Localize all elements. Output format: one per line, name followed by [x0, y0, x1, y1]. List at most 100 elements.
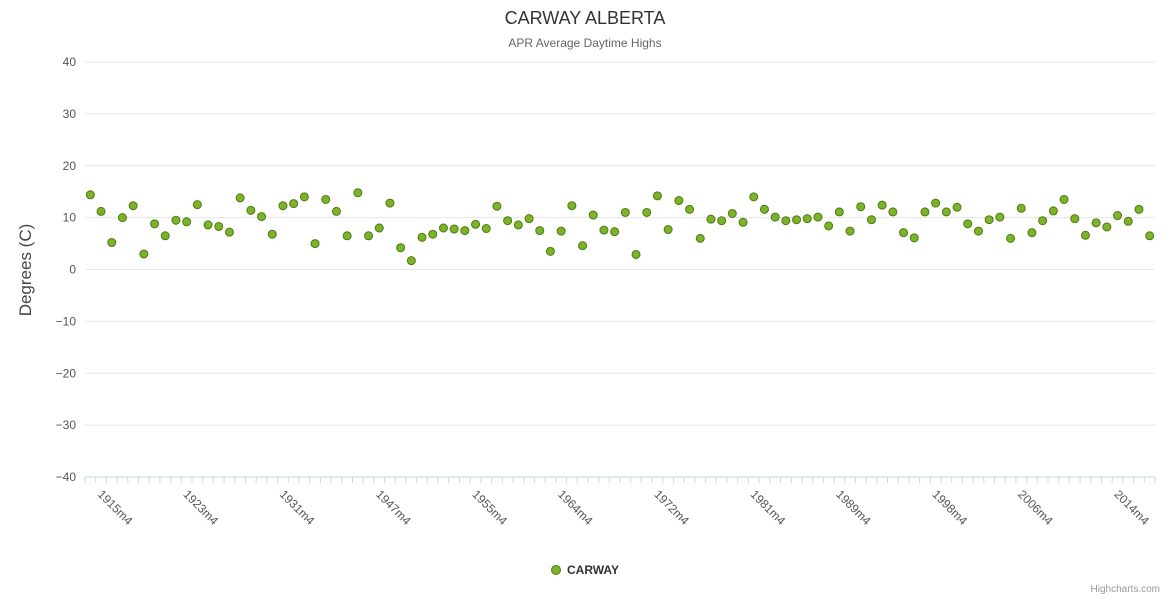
data-point[interactable]: [246, 205, 256, 215]
data-point[interactable]: [685, 204, 695, 214]
data-point[interactable]: [792, 215, 802, 225]
data-point[interactable]: [1134, 204, 1144, 214]
data-point[interactable]: [128, 201, 138, 211]
data-point[interactable]: [396, 243, 406, 253]
data-point[interactable]: [257, 212, 267, 222]
data-point[interactable]: [631, 249, 641, 259]
legend-item-carway[interactable]: CARWAY: [550, 563, 619, 577]
data-point[interactable]: [920, 207, 930, 217]
data-point[interactable]: [620, 207, 630, 217]
data-point[interactable]: [267, 229, 277, 239]
data-point[interactable]: [1070, 214, 1080, 224]
data-point[interactable]: [107, 238, 117, 248]
data-point[interactable]: [235, 193, 245, 203]
data-point[interactable]: [374, 223, 384, 233]
data-point[interactable]: [610, 227, 620, 237]
data-point[interactable]: [545, 246, 555, 256]
data-point[interactable]: [578, 241, 588, 251]
data-point[interactable]: [1145, 231, 1155, 241]
data-point[interactable]: [963, 219, 973, 229]
data-point[interactable]: [417, 232, 427, 242]
data-point[interactable]: [406, 256, 416, 266]
data-point[interactable]: [492, 201, 502, 211]
data-point[interactable]: [1048, 206, 1058, 216]
data-point[interactable]: [1027, 228, 1037, 238]
data-point[interactable]: [192, 200, 202, 210]
data-point[interactable]: [781, 216, 791, 226]
data-point[interactable]: [931, 198, 941, 208]
data-point[interactable]: [813, 212, 823, 222]
data-point[interactable]: [1091, 218, 1101, 228]
data-point[interactable]: [824, 221, 834, 231]
data-point[interactable]: [364, 231, 374, 241]
data-point[interactable]: [85, 190, 95, 200]
data-point[interactable]: [642, 207, 652, 217]
data-point[interactable]: [759, 204, 769, 214]
data-point[interactable]: [1006, 233, 1016, 243]
data-point[interactable]: [1123, 216, 1133, 226]
data-point[interactable]: [877, 200, 887, 210]
data-point[interactable]: [706, 214, 716, 224]
data-point[interactable]: [567, 201, 577, 211]
highcharts-credits-link[interactable]: Highcharts.com: [1090, 584, 1160, 595]
data-point[interactable]: [353, 188, 363, 198]
data-point[interactable]: [984, 215, 994, 225]
data-point[interactable]: [289, 199, 299, 209]
data-point[interactable]: [856, 202, 866, 212]
data-point[interactable]: [224, 227, 234, 237]
data-point[interactable]: [1113, 211, 1123, 221]
data-point[interactable]: [171, 215, 181, 225]
data-point[interactable]: [438, 223, 448, 233]
data-point[interactable]: [182, 217, 192, 227]
data-point[interactable]: [909, 233, 919, 243]
data-point[interactable]: [899, 228, 909, 238]
data-point[interactable]: [845, 226, 855, 236]
data-point[interactable]: [1080, 230, 1090, 240]
data-point[interactable]: [588, 210, 598, 220]
data-point[interactable]: [652, 191, 662, 201]
data-point[interactable]: [695, 233, 705, 243]
data-point[interactable]: [117, 213, 127, 223]
data-point[interactable]: [663, 225, 673, 235]
data-point[interactable]: [160, 231, 170, 241]
data-point[interactable]: [513, 220, 523, 230]
data-point[interactable]: [738, 217, 748, 227]
data-point[interactable]: [139, 249, 149, 259]
data-point[interactable]: [310, 239, 320, 249]
data-point[interactable]: [834, 207, 844, 217]
data-point[interactable]: [203, 220, 213, 230]
data-point[interactable]: [802, 214, 812, 224]
data-point[interactable]: [674, 196, 684, 206]
data-point[interactable]: [471, 219, 481, 229]
data-point[interactable]: [1102, 222, 1112, 232]
data-point[interactable]: [1016, 203, 1026, 213]
data-point[interactable]: [727, 208, 737, 218]
data-point[interactable]: [535, 226, 545, 236]
data-point[interactable]: [385, 198, 395, 208]
data-point[interactable]: [428, 229, 438, 239]
data-point[interactable]: [973, 226, 983, 236]
data-point[interactable]: [503, 216, 513, 226]
data-point[interactable]: [770, 212, 780, 222]
data-point[interactable]: [342, 231, 352, 241]
data-point[interactable]: [449, 224, 459, 234]
data-point[interactable]: [150, 219, 160, 229]
data-point[interactable]: [952, 202, 962, 212]
data-point[interactable]: [96, 206, 106, 216]
data-point[interactable]: [331, 206, 341, 216]
data-point[interactable]: [460, 226, 470, 236]
data-point[interactable]: [481, 224, 491, 234]
data-point[interactable]: [995, 212, 1005, 222]
data-point[interactable]: [214, 221, 224, 231]
data-point[interactable]: [278, 201, 288, 211]
data-point[interactable]: [321, 194, 331, 204]
data-point[interactable]: [1059, 194, 1069, 204]
data-point[interactable]: [599, 225, 609, 235]
data-point[interactable]: [866, 215, 876, 225]
data-point[interactable]: [299, 192, 309, 202]
data-point[interactable]: [556, 226, 566, 236]
data-point[interactable]: [717, 216, 727, 226]
data-point[interactable]: [941, 207, 951, 217]
data-point[interactable]: [749, 192, 759, 202]
